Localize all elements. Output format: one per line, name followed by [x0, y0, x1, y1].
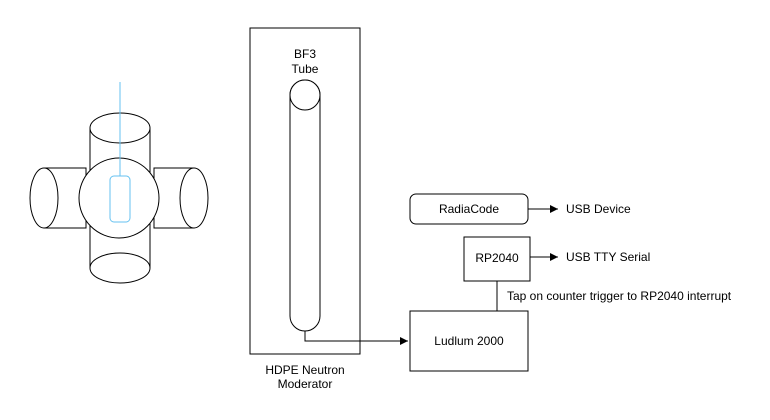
radiacode-output-label: USB Device: [566, 202, 631, 216]
radiacode-label: RadiaCode: [439, 202, 499, 216]
cross-bottom-rim: [89, 252, 151, 269]
tap-label: Tap on counter trigger to RP2040 interru…: [507, 289, 732, 303]
tube-label-line2: Tube: [292, 62, 319, 76]
moderator-label-line1: HDPE Neutron: [265, 363, 344, 377]
bf3-tube-body: [289, 79, 321, 332]
tube-label-line1: BF3: [294, 47, 316, 61]
cross-right-cap: [179, 167, 209, 229]
rp2040-output-label: USB TTY Serial: [566, 250, 650, 264]
cross-left-cap: [29, 167, 59, 229]
tube-to-ludlum-arrow: [304, 331, 408, 345]
rp2040-box: [463, 236, 531, 282]
moderator-label-line2: Moderator: [278, 377, 333, 391]
rp2040-label: RP2040: [475, 251, 519, 265]
cross-vessel-illustration: [29, 82, 209, 284]
inner-probe-cylinder: [109, 175, 131, 223]
ludlum-box: [409, 310, 529, 372]
ludlum-label: Ludlum 2000: [434, 334, 504, 348]
bf3-tube-top-cap: [289, 79, 321, 111]
